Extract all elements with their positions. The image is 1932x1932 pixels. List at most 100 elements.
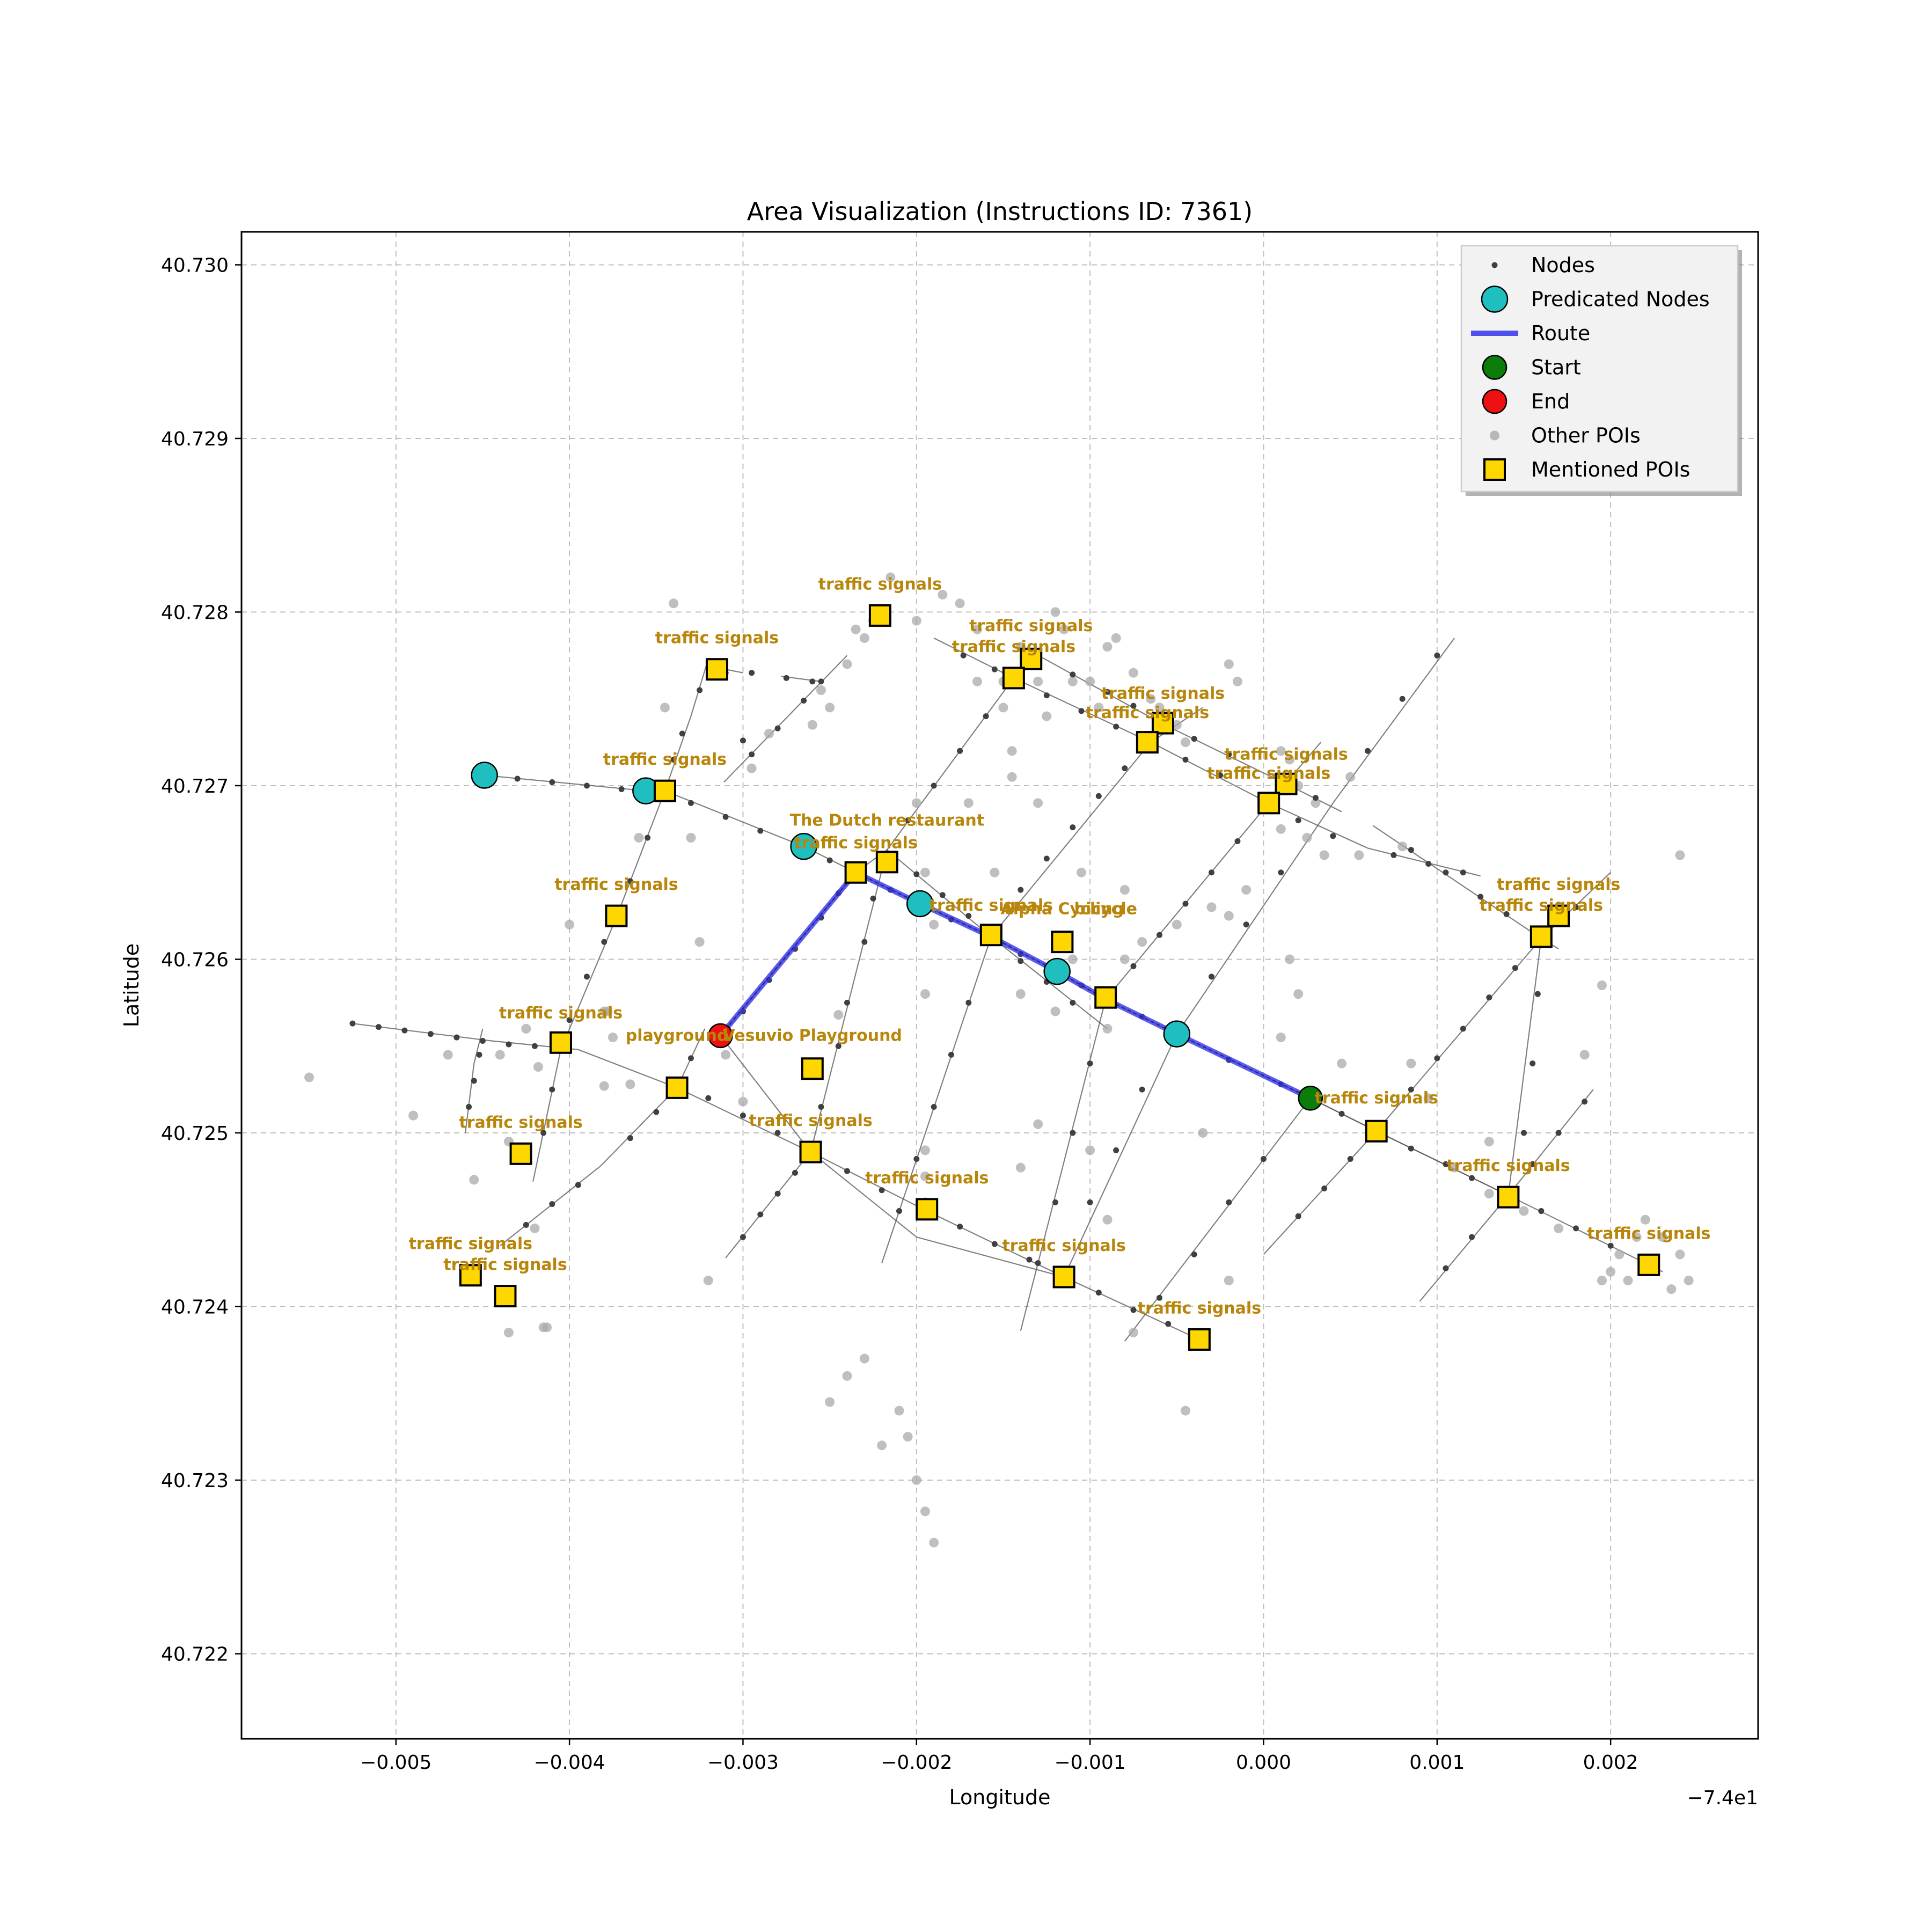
mentioned-poi-marker <box>1529 925 1553 948</box>
node-point <box>1026 1256 1033 1263</box>
mentioned-pois-layer <box>459 604 1660 1351</box>
other-poi-point <box>1137 937 1147 947</box>
other-poi-point <box>972 676 982 686</box>
node-point <box>960 652 967 658</box>
node-point <box>749 670 755 676</box>
node-point <box>844 1168 850 1174</box>
other-poi-point <box>1397 841 1408 852</box>
other-poi-point <box>1094 702 1104 713</box>
node-point <box>1295 817 1301 824</box>
other-poi-point <box>963 798 974 808</box>
node-point <box>991 666 998 672</box>
mentioned-poi-marker <box>1257 792 1280 815</box>
node-point <box>1234 838 1241 844</box>
node-point <box>1330 833 1336 839</box>
other-poi-point <box>1085 676 1095 686</box>
other-poi-point <box>877 1440 887 1451</box>
poi-label: traffic signals <box>1497 875 1620 894</box>
other-poi-point <box>1276 1033 1286 1043</box>
legend-predicated-swatch <box>1481 286 1509 313</box>
other-poi-point <box>1450 1162 1460 1173</box>
node-point <box>627 878 633 884</box>
other-poi-point <box>1059 624 1069 634</box>
poi-label: Alpha Cycling <box>1001 899 1124 918</box>
mentioned-poi-marker <box>1051 931 1074 954</box>
x-tick-label: 0.002 <box>1583 1752 1638 1774</box>
other-poi-point <box>1198 1128 1208 1138</box>
other-poi-point <box>842 659 852 669</box>
mentioned-poi-marker <box>868 604 891 627</box>
other-poi-point <box>408 1110 419 1121</box>
other-poi-point <box>1224 1275 1234 1285</box>
other-poi-point <box>1554 1223 1564 1233</box>
mentioned-poi-marker <box>705 658 728 681</box>
other-poi-point <box>533 1062 543 1072</box>
node-point <box>1087 1199 1093 1205</box>
node-point <box>697 687 703 693</box>
node-point <box>1052 1199 1058 1205</box>
other-poi-point <box>1180 1406 1190 1416</box>
node-point <box>740 737 746 744</box>
mentioned-poi-marker <box>875 851 898 874</box>
mentioned-poi-marker <box>1002 667 1025 690</box>
other-poi-point <box>738 1096 748 1107</box>
mentioned-poi-marker <box>1151 712 1174 735</box>
poi-label: traffic signals <box>603 750 727 769</box>
node-point <box>1572 1225 1579 1232</box>
other-poi-point <box>903 1432 913 1442</box>
node-point <box>575 1182 581 1188</box>
other-poi-point <box>955 598 965 609</box>
node-point <box>1018 958 1024 964</box>
other-poi-point <box>1406 1058 1416 1069</box>
other-poi-point <box>1631 1232 1642 1242</box>
node-point <box>1347 1156 1353 1162</box>
node-point <box>687 800 694 806</box>
predicated-node-point <box>906 890 934 918</box>
other-poi-point <box>1675 850 1685 860</box>
other-poi-point <box>816 685 826 696</box>
street-edge <box>1020 742 1322 1331</box>
axes: −0.005 −0.004 −0.003 −0.002 −0.001 0.000 0.001… <box>161 254 1638 1774</box>
other-poi-point <box>304 1072 314 1082</box>
node-point <box>783 675 789 681</box>
legend-label: Mentioned POIs <box>1531 458 1690 481</box>
other-poi-point <box>686 833 696 843</box>
node-point <box>818 678 824 685</box>
node-point <box>1070 999 1076 1006</box>
node-point <box>1443 1161 1449 1167</box>
node-point <box>1070 824 1076 831</box>
node-point <box>896 1208 902 1214</box>
node-point <box>1512 965 1518 971</box>
node-point <box>931 782 937 789</box>
other-poi-point <box>894 1406 904 1416</box>
other-poi-point <box>1102 1023 1113 1034</box>
node-point <box>1529 1060 1536 1067</box>
other-poi-point <box>599 1081 609 1091</box>
mentioned-poi-marker <box>1497 1185 1520 1209</box>
poi-label: traffic signals <box>818 575 942 594</box>
node-point <box>1095 793 1102 799</box>
mentioned-poi-marker <box>844 861 867 884</box>
other-poi-point <box>634 833 644 843</box>
mentioned-poi-marker <box>1136 731 1159 754</box>
node-point <box>1191 1251 1197 1257</box>
node-point <box>1095 1290 1102 1296</box>
node-point <box>1443 1265 1449 1271</box>
poi-label: Vesuvio Playground <box>723 1027 902 1045</box>
node-point <box>1139 1086 1145 1093</box>
node-point <box>618 786 625 792</box>
end-point <box>708 1023 733 1049</box>
node-point <box>453 1034 460 1041</box>
poi-label: traffic signals <box>1587 1224 1710 1243</box>
mentioned-poi-marker <box>653 779 676 802</box>
other-poi-point <box>521 1023 531 1034</box>
node-point <box>1070 1130 1076 1136</box>
other-poi-point <box>1241 885 1252 895</box>
poi-label: traffic signals <box>1480 896 1603 915</box>
node-point <box>749 751 755 758</box>
node-point <box>870 895 876 902</box>
node-point <box>1243 921 1249 928</box>
node-point <box>1070 671 1076 678</box>
other-poi-point <box>1206 902 1217 912</box>
node-point <box>1364 748 1371 754</box>
